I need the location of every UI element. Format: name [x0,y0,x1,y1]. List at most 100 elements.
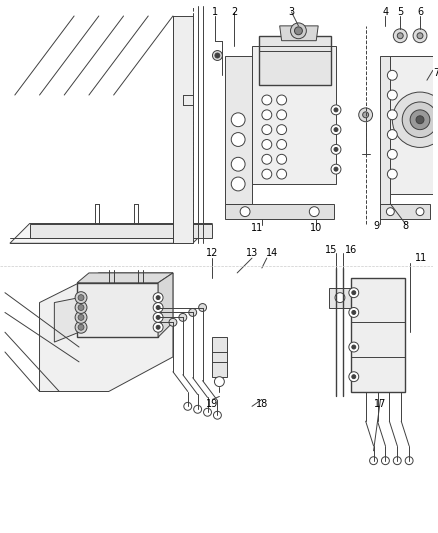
Circle shape [277,169,286,179]
Text: 2: 2 [231,7,237,17]
Circle shape [335,293,345,303]
Text: 1: 1 [212,7,219,17]
Circle shape [156,296,160,300]
Polygon shape [280,26,318,41]
Circle shape [334,128,338,132]
Circle shape [290,23,306,39]
Polygon shape [381,55,390,204]
Text: 8: 8 [402,222,408,231]
Circle shape [405,457,413,465]
Polygon shape [77,283,158,337]
Polygon shape [54,297,79,342]
Circle shape [352,290,356,295]
Circle shape [393,29,407,43]
Text: 18: 18 [256,399,268,409]
Circle shape [204,408,212,416]
Circle shape [156,325,160,329]
Circle shape [331,105,341,115]
Circle shape [331,125,341,134]
Circle shape [169,318,177,326]
Circle shape [78,304,84,311]
Circle shape [387,149,397,159]
Circle shape [75,311,87,324]
Polygon shape [30,223,212,238]
Circle shape [359,108,373,122]
Circle shape [392,92,438,148]
Polygon shape [77,273,173,283]
Circle shape [370,457,378,465]
Circle shape [212,51,223,60]
Circle shape [393,457,401,465]
Polygon shape [390,55,433,194]
Circle shape [262,95,272,105]
Circle shape [352,311,356,314]
Circle shape [262,110,272,120]
Circle shape [277,125,286,134]
Polygon shape [351,278,405,392]
Text: 6: 6 [417,7,423,17]
Polygon shape [39,273,173,392]
Circle shape [416,208,424,216]
Circle shape [199,304,207,311]
Text: 4: 4 [382,7,389,17]
Circle shape [277,95,286,105]
Circle shape [387,110,397,120]
Circle shape [294,27,302,35]
Circle shape [334,108,338,112]
Circle shape [349,372,359,382]
Text: 9: 9 [374,222,380,231]
Circle shape [156,316,160,319]
Circle shape [231,157,245,171]
Circle shape [194,405,201,413]
Polygon shape [10,223,212,243]
Text: 14: 14 [265,248,278,258]
Circle shape [179,313,187,321]
Polygon shape [212,337,227,377]
Circle shape [386,208,394,216]
Circle shape [349,308,359,317]
Circle shape [277,140,286,149]
Circle shape [231,113,245,127]
Circle shape [75,302,87,313]
Polygon shape [381,204,430,219]
Circle shape [153,312,163,322]
Polygon shape [158,273,173,337]
Polygon shape [252,46,336,184]
Polygon shape [225,204,334,219]
Circle shape [381,457,389,465]
Circle shape [416,116,424,124]
Circle shape [397,33,403,39]
Circle shape [78,295,84,301]
Circle shape [331,164,341,174]
Circle shape [349,288,359,297]
Circle shape [349,342,359,352]
Polygon shape [329,288,352,308]
Circle shape [75,321,87,333]
Circle shape [156,305,160,310]
Circle shape [231,177,245,191]
Circle shape [277,155,286,164]
Circle shape [387,130,397,140]
Circle shape [262,169,272,179]
Circle shape [189,309,197,317]
Text: 13: 13 [246,248,258,258]
Text: 11: 11 [251,223,263,233]
Text: 15: 15 [325,245,337,255]
Circle shape [387,169,397,179]
Circle shape [153,322,163,332]
Circle shape [334,148,338,151]
Polygon shape [225,55,252,204]
Circle shape [153,303,163,312]
Circle shape [215,53,220,58]
Text: 3: 3 [289,7,295,17]
Polygon shape [259,36,331,85]
Circle shape [331,144,341,155]
Circle shape [262,140,272,149]
Circle shape [402,102,438,138]
Circle shape [410,110,430,130]
Text: 16: 16 [345,245,357,255]
Text: 5: 5 [397,7,403,17]
Circle shape [352,375,356,378]
Circle shape [352,345,356,349]
Circle shape [277,110,286,120]
